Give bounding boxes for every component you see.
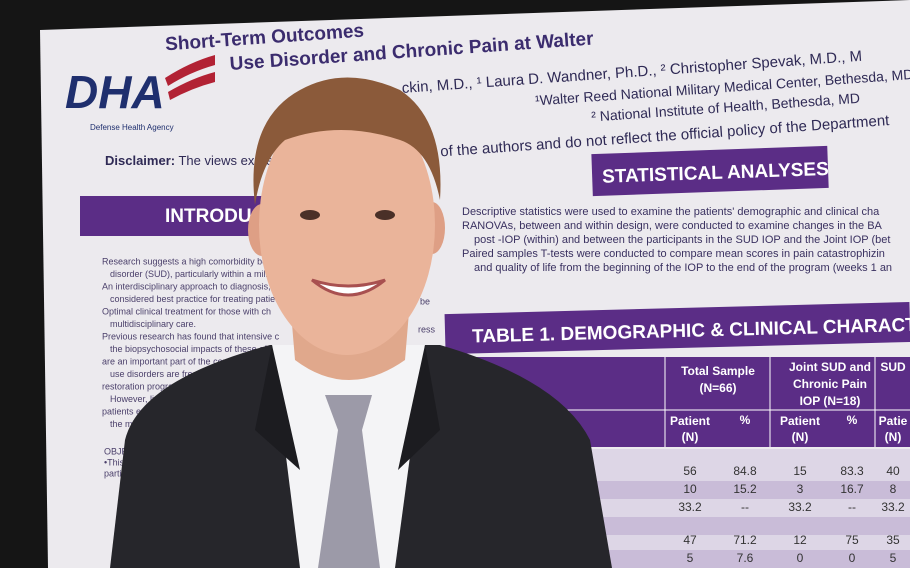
- stats-text: Descriptive statistics were used to exam…: [462, 206, 892, 274]
- logo-subtitle: Defense Health Agency: [90, 123, 174, 132]
- intro-line: Optimal clinical treatment for those wit…: [102, 306, 271, 316]
- intro-line: multidisciplinary care.: [110, 319, 196, 329]
- intro-text: Research suggests a high comorbidity be d…: [102, 256, 280, 478]
- table-cell: 10: [683, 482, 697, 496]
- table-cell: 40: [886, 464, 900, 478]
- table-cell: 33.2: [788, 500, 812, 514]
- table-cell: 35: [886, 533, 900, 547]
- table-subheader: Patient: [780, 414, 820, 428]
- table-subheader: Patient: [670, 414, 710, 428]
- intro-line: are an important part of the continuum: [102, 356, 255, 366]
- table-subheader: (N): [792, 430, 809, 444]
- table-group-header: SUD: [880, 360, 906, 374]
- stats-line: RANOVAs, between and within design, were…: [462, 220, 883, 232]
- disclaimer-label: Disclaimer:: [105, 153, 175, 168]
- table-cell: 15: [793, 464, 807, 478]
- person: [110, 77, 612, 568]
- table-group-header: Chronic Pain: [793, 377, 867, 391]
- intro-fragment: ress: [418, 324, 436, 334]
- table-body-bg: [580, 449, 910, 568]
- table-cell: 16.7: [840, 482, 864, 496]
- table-cell: 83.3: [840, 464, 864, 478]
- smile: [311, 278, 386, 297]
- table-row-band: [580, 517, 910, 535]
- face: [259, 95, 435, 355]
- intro-line: An interdisciplinary approach to diagnos…: [102, 281, 271, 291]
- table-cell: 84.8: [733, 464, 757, 478]
- intro-line: the mi: [110, 419, 135, 429]
- eye: [300, 210, 320, 220]
- stats-line: Descriptive statistics were used to exam…: [462, 206, 880, 218]
- table-subheader: %: [847, 413, 858, 427]
- intro-fragment: be: [420, 296, 430, 306]
- lapel: [255, 345, 440, 470]
- intro-line: Research suggests a high comorbidity be: [102, 256, 267, 266]
- intro-line: use disorders are frequently treate: [110, 369, 247, 379]
- table-row-band: [580, 481, 910, 499]
- stats-banner: [591, 145, 829, 197]
- stats-line: and quality of life from the beginning o…: [474, 262, 892, 274]
- table-cell: --: [848, 500, 856, 514]
- table-banner: [444, 301, 910, 355]
- table-cell: 71.2: [733, 533, 757, 547]
- intro-line: considered best practice for treating pa…: [110, 294, 275, 304]
- table-cell: 15.2: [733, 482, 757, 496]
- table-subheader: (N): [885, 430, 902, 444]
- logo-name: DHA: [65, 66, 165, 118]
- table-subheader: Patie: [879, 414, 908, 428]
- table-subheader: %: [740, 413, 751, 427]
- objective-line: •This: [104, 457, 125, 467]
- eye: [375, 210, 395, 220]
- disclaimer: Disclaimer: The views expres: [105, 153, 280, 168]
- table-row-band: [580, 550, 910, 568]
- table-cell: 33.2: [678, 500, 702, 514]
- table-group-header: (N=66): [699, 381, 736, 395]
- table-cell: 33.2: [881, 500, 905, 514]
- objective-line: OBJEC: [104, 446, 135, 456]
- intro-heading: INTRODU: [165, 206, 252, 227]
- hair: [253, 77, 441, 205]
- table-subheader: (N): [682, 430, 699, 444]
- objective-line: parti: [104, 468, 122, 478]
- table-cell: 0: [849, 551, 856, 565]
- table-cell: 75: [845, 533, 859, 547]
- table-cell: 0: [797, 551, 804, 565]
- intro-line: Previous research has found that intensi…: [102, 331, 280, 341]
- intro-banner: [80, 196, 265, 236]
- tie: [318, 395, 380, 568]
- table-cell: 47: [683, 533, 697, 547]
- table-cell: 56: [683, 464, 697, 478]
- intro-line: disorder (SUD), particularly within a mi…: [110, 269, 271, 279]
- table-cell: 8: [890, 482, 897, 496]
- table-cell: 3: [797, 482, 804, 496]
- stats-line: post -IOP (within) and between the parti…: [474, 234, 890, 246]
- logo-stripes: [165, 55, 215, 100]
- logo: DHA Defense Health Agency: [65, 55, 215, 132]
- table-group-header: Joint SUD and: [789, 360, 871, 374]
- table-group-header: Total Sample: [681, 364, 755, 378]
- table-group-header: IOP (N=18): [800, 394, 861, 408]
- intro-line: patients exper: [102, 406, 159, 416]
- table-cell: 5: [890, 551, 897, 565]
- table-cell: 7.6: [737, 551, 754, 565]
- intro-line: the biopsychosocial impacts of these afo…: [110, 344, 275, 354]
- table-cell: 12: [793, 533, 807, 547]
- stats-line: Paired samples T-tests were conducted to…: [462, 248, 885, 260]
- intro-line: restoration programs.: [102, 381, 188, 391]
- table-cell: --: [741, 500, 749, 514]
- table-cell: 5: [687, 551, 694, 565]
